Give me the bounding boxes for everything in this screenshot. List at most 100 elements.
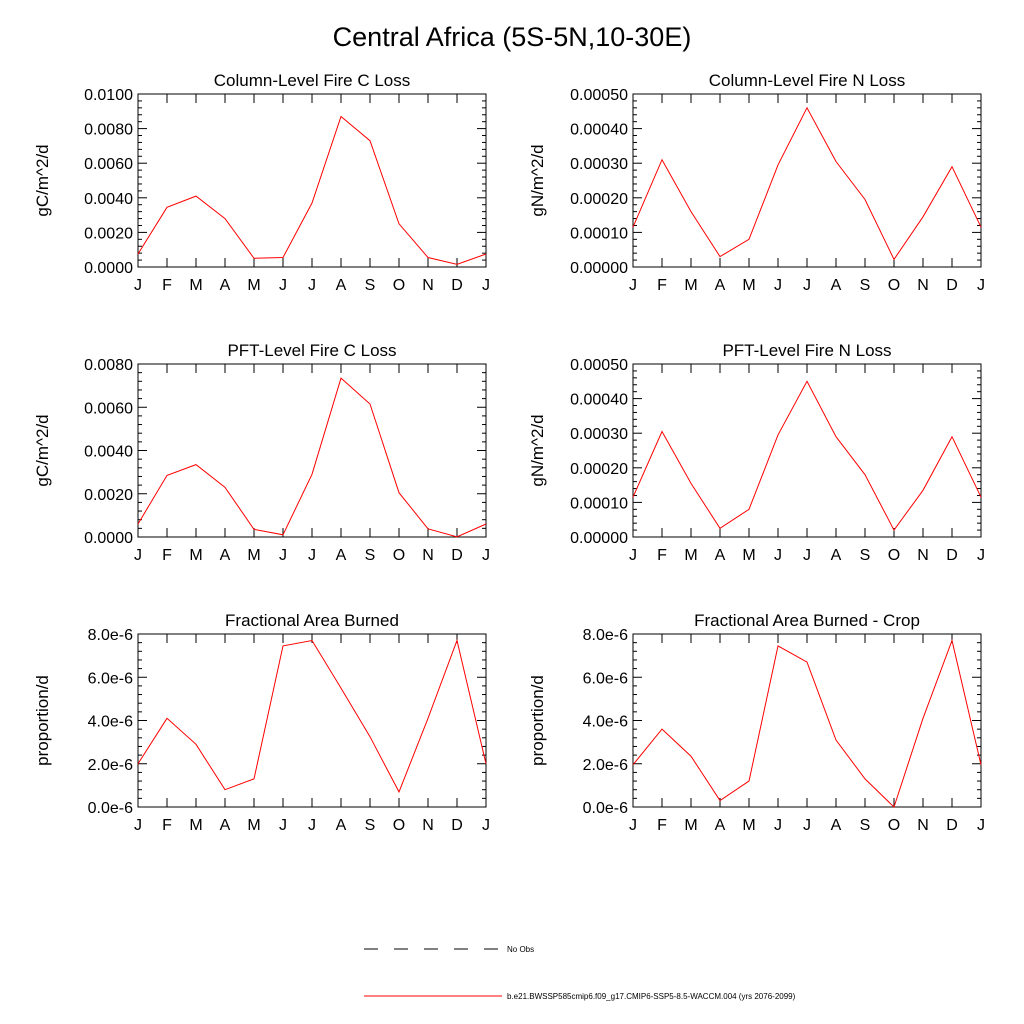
x-tick-label: S	[365, 277, 376, 294]
x-tick-label: D	[946, 547, 958, 564]
y-tick-label: 4.0e-6	[88, 714, 133, 731]
x-tick-label: A	[715, 547, 726, 564]
panel-pft-fire-c-loss: PFT-Level Fire C Loss J F M A M J J A S O N D J 0.0000…	[33, 334, 588, 594]
y-tick-label: 0.0060	[84, 156, 133, 173]
x-tick-label: J	[279, 817, 287, 834]
x-tick-label: D	[946, 817, 958, 834]
x-tick-label: D	[451, 277, 463, 294]
panel-fractional-area-burned-crop: Fractional Area Burned - Crop J F M A M J J A S O N…	[528, 604, 1024, 864]
y-tick-label: 0.0040	[84, 191, 133, 208]
x-tick-label: J	[134, 817, 142, 834]
y-tick-label: 0.0100	[84, 87, 133, 104]
panel-title: PFT-Level Fire N Loss	[722, 341, 891, 360]
y-tick-label: 0.0060	[84, 400, 133, 417]
x-tick-label: S	[860, 547, 871, 564]
y-tick-label: 2.0e-6	[88, 757, 133, 774]
x-tick-label: F	[657, 817, 667, 834]
x-tick-label: M	[742, 277, 755, 294]
panel-title: Column-Level Fire C Loss	[214, 71, 411, 90]
y-tick-label: 0.00010	[570, 495, 628, 512]
y-axis-label: gC/m^2/d	[33, 144, 52, 216]
y-axis-label: gC/m^2/d	[33, 414, 52, 486]
x-tick-label: M	[247, 277, 260, 294]
y-tick-label: 0.00020	[570, 191, 628, 208]
x-tick-label: A	[220, 547, 231, 564]
panel-title: Fractional Area Burned	[225, 611, 399, 630]
x-tick-label: N	[917, 817, 929, 834]
y-tick-label: 0.00050	[570, 357, 628, 374]
x-tick-label: S	[860, 817, 871, 834]
x-tick-label: A	[220, 277, 231, 294]
y-tick-label: 0.00010	[570, 225, 628, 242]
series-line	[137, 115, 487, 265]
y-tick-label: 0.00040	[570, 392, 628, 409]
y-tick-label: 6.0e-6	[88, 670, 133, 687]
plot-frame	[137, 93, 487, 268]
x-tick-label: M	[247, 547, 260, 564]
legend-label-model: b.e21.BWSSP585cmip6.f09_g17.CMIP6-SSP5-8…	[507, 992, 796, 1001]
x-tick-label: M	[189, 817, 202, 834]
x-tick-label: S	[860, 277, 871, 294]
x-tick-label: M	[684, 277, 697, 294]
y-tick-label: 0.0080	[84, 122, 133, 139]
x-tick-label: J	[279, 547, 287, 564]
x-tick-label: N	[422, 547, 434, 564]
x-tick-label: O	[393, 817, 405, 834]
x-tick-label: M	[684, 817, 697, 834]
x-tick-label: J	[482, 277, 490, 294]
y-tick-label: 0.0000	[84, 530, 133, 547]
panel-column-fire-c-loss: Column-Level Fire C Loss J F M A M J J A S O N D J 0.0…	[33, 64, 588, 324]
x-tick-label: F	[657, 277, 667, 294]
y-tick-label: 0.00030	[570, 156, 628, 173]
y-tick-label: 8.0e-6	[583, 627, 628, 644]
figure-title: Central Africa (5S-5N,10-30E)	[332, 22, 692, 52]
y-tick-label: 0.00020	[570, 461, 628, 478]
x-tick-label: M	[189, 277, 202, 294]
x-tick-label: A	[715, 277, 726, 294]
x-tick-label: F	[162, 817, 172, 834]
panel-column-fire-n-loss: Column-Level Fire N Loss J F M A M J J A S O N D J 0.0…	[528, 64, 1024, 324]
panel-fractional-area-burned: Fractional Area Burned J F M A M J J A S O N D J 0.0e-…	[33, 604, 588, 864]
x-tick-label: J	[977, 817, 985, 834]
x-tick-label: F	[162, 547, 172, 564]
x-tick-label: J	[803, 277, 811, 294]
panel-title: PFT-Level Fire C Loss	[227, 341, 396, 360]
y-tick-label: 0.0020	[84, 487, 133, 504]
plot-frame	[632, 363, 982, 538]
x-tick-label: F	[657, 547, 667, 564]
y-axis-label: gN/m^2/d	[528, 414, 547, 486]
y-tick-label: 0.00030	[570, 426, 628, 443]
x-tick-label: M	[742, 817, 755, 834]
x-tick-label: O	[393, 277, 405, 294]
x-tick-label: O	[888, 547, 900, 564]
series-line	[137, 377, 487, 538]
legend: No Obs b.e21.BWSSP585cmip6.f09_g17.CMIP6…	[364, 945, 796, 1001]
x-tick-label: D	[451, 547, 463, 564]
panel-pft-fire-n-loss: PFT-Level Fire N Loss J F M A M J J A S O N D J 0.0000…	[528, 334, 1024, 594]
legend-label-no-obs: No Obs	[507, 945, 534, 954]
y-tick-label: 0.0080	[84, 357, 133, 374]
series-line	[632, 106, 982, 261]
y-axis-label: gN/m^2/d	[528, 144, 547, 216]
x-tick-label: J	[308, 547, 316, 564]
y-axis-label: proportion/d	[528, 675, 547, 766]
plot-frame	[632, 633, 982, 808]
plot-frame	[137, 633, 487, 808]
x-tick-label: J	[482, 547, 490, 564]
x-tick-label: A	[220, 817, 231, 834]
y-tick-label: 0.00000	[570, 530, 628, 547]
x-tick-label: S	[365, 817, 376, 834]
x-tick-label: A	[336, 817, 347, 834]
x-tick-label: A	[715, 817, 726, 834]
y-tick-label: 8.0e-6	[88, 627, 133, 644]
y-tick-label: 0.00050	[570, 87, 628, 104]
x-tick-label: J	[774, 547, 782, 564]
x-tick-label: N	[422, 277, 434, 294]
series-line	[632, 638, 982, 808]
x-tick-label: J	[279, 277, 287, 294]
series-line	[137, 638, 487, 794]
panel-title: Column-Level Fire N Loss	[709, 71, 906, 90]
x-tick-label: J	[308, 277, 316, 294]
